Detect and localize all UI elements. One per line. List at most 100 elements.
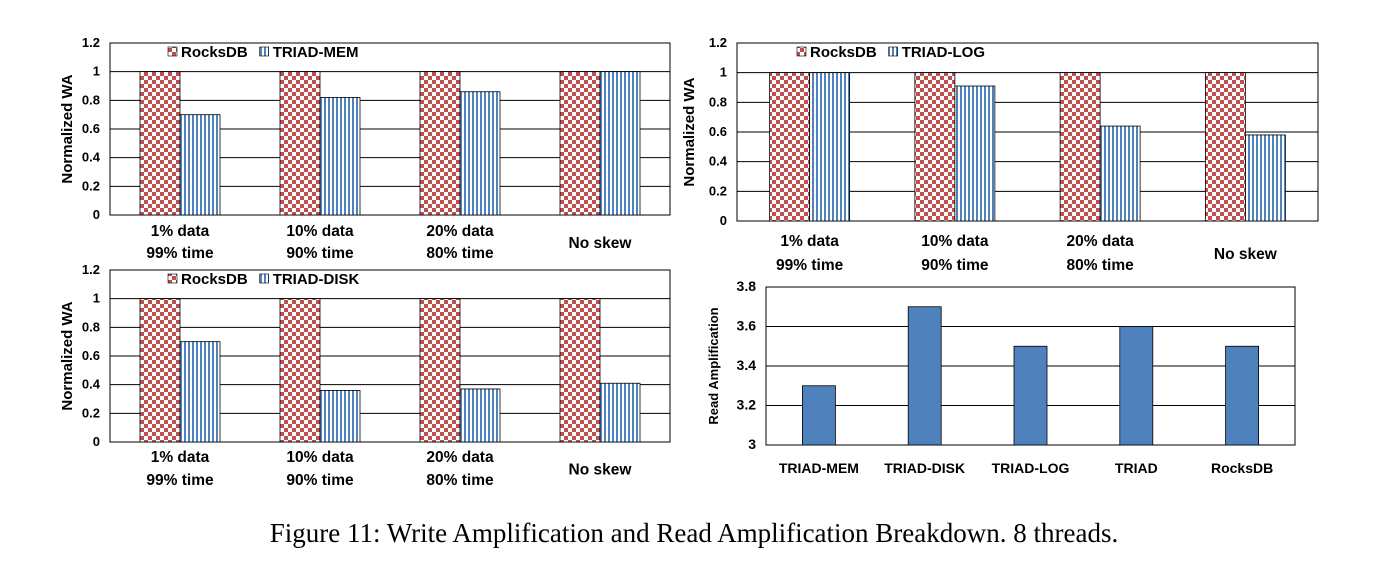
bar-rocksdb-1 (279, 298, 321, 443)
x-category-label: 20% data (426, 223, 494, 240)
x-category-label: No skew (1214, 246, 1278, 263)
bar-rocksdb-1 (914, 72, 956, 222)
bar-rocksdb-0 (769, 72, 811, 222)
y-tick-label: 0 (93, 434, 100, 449)
chart-read-amplification: 3 3.2 3.4 3.6 3.8 Read Amplification TRIAD-MEM… (706, 278, 1296, 476)
x-category-label: TRIAD-LOG (992, 460, 1070, 476)
figure-caption: Figure 11: Write Amplification and Read … (269, 518, 1119, 548)
x-category-label: 1% data (151, 223, 210, 240)
chart-top-right: 0 0.2 0.4 0.6 0.8 1 1.2 Normalized WA 1% data 99%… (681, 35, 1319, 274)
x-category-label: 80% time (426, 472, 494, 489)
bar-rocksdb-3 (1204, 72, 1246, 222)
bar-triad-disk-3 (599, 382, 641, 443)
y-tick-label: 3.4 (737, 357, 757, 373)
x-category-label: TRIAD-MEM (779, 460, 859, 476)
legend-label-rocksdb: RocksDB (181, 271, 248, 288)
bar-triad-mem-0 (179, 114, 221, 216)
y-tick-label: 3.2 (737, 397, 757, 413)
x-category-label: 80% time (426, 245, 494, 262)
bar-triad-disk-2 (459, 388, 501, 443)
y-tick-label: 3.8 (737, 278, 757, 294)
x-category-label: No skew (569, 235, 633, 252)
bar-triad-mem-2 (459, 91, 501, 216)
y-axis-label: Read Amplification (706, 307, 721, 424)
legend-label-triad-log: TRIAD-LOG (902, 44, 985, 61)
legend-label-rocksdb: RocksDB (181, 44, 248, 61)
bar-rocksdb-1 (279, 71, 321, 216)
plot-frame (109, 42, 671, 216)
x-category-label: 20% data (1067, 233, 1135, 250)
y-tick-label: 3.6 (737, 318, 757, 334)
x-category-label: 20% data (426, 449, 494, 466)
x-category-label: 1% data (780, 233, 839, 250)
bar-value-3 (1119, 326, 1154, 446)
y-tick-label: 0.4 (82, 377, 101, 392)
y-tick-label: 0.4 (82, 150, 101, 165)
y-tick-label: 0.2 (82, 178, 100, 193)
x-category-label: No skew (569, 462, 633, 479)
y-tick-label: 0.4 (709, 154, 728, 169)
y-tick-label: 1.2 (709, 35, 727, 50)
x-category-label: 99% time (776, 257, 844, 274)
x-category-label: RocksDB (1211, 460, 1273, 476)
chart-bottom-left: 0 0.2 0.4 0.6 0.8 1 1.2 Normalized WA 1% data 99%… (59, 262, 671, 489)
x-category-label: 99% time (146, 472, 214, 489)
x-category-label: 90% time (286, 245, 354, 262)
bar-triad-disk-1 (319, 389, 361, 443)
x-category-label: 90% time (921, 257, 989, 274)
bar-rocksdb-0 (139, 71, 181, 216)
y-tick-label: 0.2 (82, 405, 100, 420)
legend-label-rocksdb: RocksDB (810, 44, 877, 61)
bar-triad-log-0 (809, 72, 851, 222)
x-category-label: 90% time (286, 472, 354, 489)
bar-value-1 (907, 306, 942, 446)
x-category-label: 80% time (1067, 257, 1135, 274)
y-tick-label: 0.6 (82, 121, 100, 136)
y-tick-label: 1 (720, 65, 727, 80)
y-tick-label: 1 (93, 291, 100, 306)
bar-value-4 (1225, 345, 1259, 446)
x-category-label: TRIAD-DISK (884, 460, 965, 476)
bar-rocksdb-2 (419, 298, 461, 443)
y-tick-label: 3 (748, 436, 756, 452)
bar-triad-disk-0 (179, 341, 221, 443)
y-tick-label: 1.2 (82, 262, 100, 277)
y-tick-label: 1.2 (82, 35, 100, 50)
x-category-label: 1% data (151, 449, 210, 466)
bar-triad-log-1 (954, 85, 996, 222)
plot-frame (736, 42, 1319, 222)
legend-label-triad-disk: TRIAD-DISK (273, 271, 360, 288)
bar-rocksdb-2 (419, 71, 461, 216)
bar-rocksdb-3 (559, 71, 601, 216)
y-axis-label: Normalized WA (681, 77, 698, 186)
y-axis-label: Normalized WA (59, 74, 76, 183)
bar-rocksdb-0 (139, 298, 181, 443)
y-tick-label: 0 (720, 213, 727, 228)
bar-rocksdb-3 (559, 298, 601, 443)
y-tick-label: 0.2 (709, 183, 727, 198)
legend-swatch-rocksdb (796, 46, 807, 57)
x-category-label: 10% data (286, 223, 354, 240)
bar-triad-mem-3 (599, 71, 641, 216)
bar-triad-log-3 (1244, 134, 1286, 222)
legend-swatch-rocksdb (167, 46, 178, 57)
y-tick-label: 0.8 (709, 94, 727, 109)
y-tick-label: 1 (93, 64, 100, 79)
x-category-label: 10% data (286, 449, 354, 466)
bar-value-2 (1013, 345, 1048, 446)
chart-top-left: 0 0.2 0.4 0.6 0.8 1 1.2 Normalized WA 1% data 99%… (59, 35, 671, 262)
legend-swatch-triad-log (888, 46, 898, 57)
x-category-label: 10% data (921, 233, 989, 250)
x-category-label: 99% time (146, 245, 214, 262)
y-tick-label: 0.6 (82, 348, 100, 363)
bar-triad-log-2 (1099, 125, 1141, 222)
y-tick-label: 0.8 (82, 319, 100, 334)
y-tick-label: 0.8 (82, 92, 100, 107)
legend-swatch-triad-mem (259, 46, 269, 57)
legend-swatch-rocksdb (167, 273, 178, 284)
y-axis-label: Normalized WA (59, 301, 76, 410)
bar-triad-mem-1 (319, 97, 361, 216)
y-tick-label: 0 (93, 207, 100, 222)
legend-label-triad-mem: TRIAD-MEM (273, 44, 359, 61)
bar-rocksdb-2 (1059, 72, 1101, 222)
